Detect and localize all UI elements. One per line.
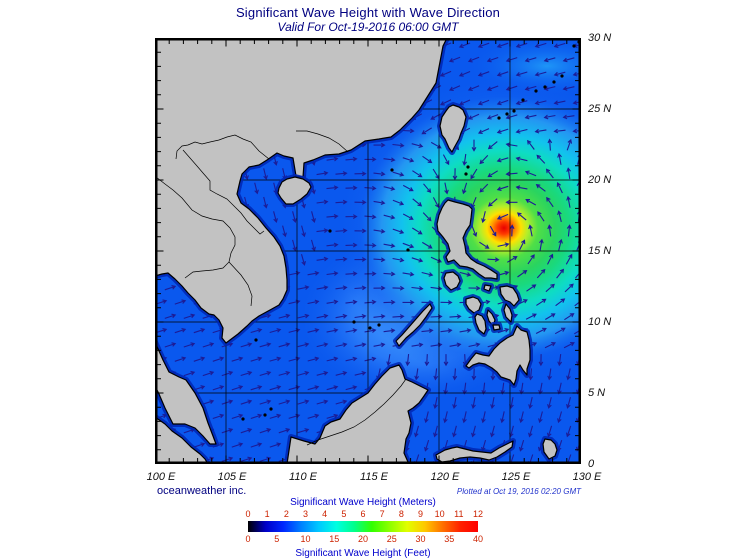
landmasses (155, 38, 581, 464)
islet (368, 326, 372, 330)
colorbar-gradient (248, 521, 478, 532)
land-samar (499, 285, 520, 307)
y-tick-label: 15 N (588, 245, 612, 257)
land-negros (474, 313, 487, 335)
axis-ticks (157, 40, 579, 462)
colorbar-meters-value: 0 (245, 509, 251, 519)
colorbar-meters-value: 3 (302, 509, 309, 519)
colorbar-feet-ticks: 0 5 10 15 20 25 30 35 40 (245, 534, 483, 545)
x-tick-label: 130 E (572, 471, 602, 483)
colorbar-meters-value: 6 (360, 509, 366, 519)
land-mainland-asia (155, 38, 448, 344)
x-tick-label: 110 E (289, 471, 317, 483)
y-tick-label: 25 N (588, 103, 612, 115)
land-panay (465, 296, 482, 314)
islet (352, 320, 356, 324)
land-masbate (483, 284, 492, 292)
land-palawan (395, 303, 433, 347)
colorbar-feet-value: 0 (245, 534, 251, 544)
land-hainan (277, 176, 312, 205)
islet (466, 165, 470, 169)
colorbar-meters-value: 5 (341, 509, 347, 519)
land-leyte (503, 303, 513, 323)
colorbar-feet-value: 15 (329, 534, 340, 544)
land-mindanao (465, 325, 531, 386)
colorbar-feet-value: 25 (386, 534, 397, 544)
islet (560, 74, 564, 78)
colorbar-meters-value: 10 (434, 509, 445, 519)
colorbar-meters-value: 12 (472, 509, 484, 519)
islet (241, 417, 245, 421)
land-luzon (436, 199, 498, 280)
islet (254, 338, 258, 342)
chart-title: Significant Wave Height with Wave Direct… (235, 5, 501, 20)
islet (505, 112, 509, 116)
colorbar-meters-value: 11 (454, 509, 464, 519)
x-tick-label: 100 E (146, 471, 176, 483)
country-borders (155, 130, 407, 446)
colorbar-meters-value: 4 (322, 509, 328, 519)
plot-frame (155, 38, 581, 464)
chart-subtitle: Valid For Oct-19-2016 06:00 GMT (277, 20, 459, 34)
colorbar-label-meters: Significant Wave Height (Meters) (290, 497, 436, 508)
islet (328, 229, 332, 233)
islet (269, 407, 273, 411)
colorbar-meters-value: 7 (379, 509, 385, 519)
x-tick-label: 115 E (360, 471, 388, 483)
islet (534, 89, 538, 93)
land-mindoro (443, 271, 461, 291)
plotted-timestamp: Plotted at Oct 19, 2016 02:20 GMT (456, 487, 581, 496)
colorbar-feet-value: 20 (357, 534, 369, 544)
islet (543, 85, 547, 89)
map-plot (155, 38, 581, 464)
y-tick-label: 30 N (588, 32, 612, 44)
land-borneo (286, 364, 429, 464)
y-tick-label: 10 N (588, 316, 612, 328)
land-sulawesi (435, 440, 514, 463)
colorbar-meters-value: 9 (417, 509, 424, 519)
islet (406, 248, 410, 252)
land-sumatra (155, 416, 209, 464)
x-tick-label: 105 E (217, 471, 247, 483)
y-tick-label: 0 (588, 458, 595, 470)
y-tick-label: 5 N (588, 387, 606, 399)
islet (464, 172, 468, 176)
colorbar-feet-value: 10 (300, 534, 311, 544)
land-malay-peninsula (155, 341, 217, 445)
islet (390, 168, 394, 172)
colorbar-meters-value: 2 (283, 509, 289, 519)
colorbar-meter-ticks: 0 1 2 3 4 5 6 7 8 9 10 11 12 (245, 509, 483, 520)
islet (263, 413, 267, 417)
islet (572, 44, 576, 48)
islet (497, 116, 501, 120)
colorbar-meters-value: 8 (398, 509, 404, 519)
x-tick-label: 120 E (430, 471, 460, 483)
land-taiwan (439, 104, 467, 153)
land-halmahera (542, 438, 558, 460)
islet (552, 80, 556, 84)
x-tick-label: 125 E (501, 471, 531, 483)
islet (512, 109, 516, 113)
colorbar-feet-value: 35 (444, 534, 455, 544)
colorbar-label-feet: Significant Wave Height (Feet) (295, 548, 431, 559)
credit-text: oceanweather inc. (157, 485, 247, 497)
y-tick-label: 20 N (588, 174, 612, 186)
colorbar-feet-value: 5 (274, 534, 280, 544)
islet (377, 323, 381, 327)
colorbar-feet-value: 30 (415, 534, 426, 544)
land-bohol (492, 324, 501, 331)
colorbar-feet-value: 40 (472, 534, 484, 544)
islet (521, 98, 525, 102)
colorbar-meters-value: 1 (264, 509, 270, 519)
